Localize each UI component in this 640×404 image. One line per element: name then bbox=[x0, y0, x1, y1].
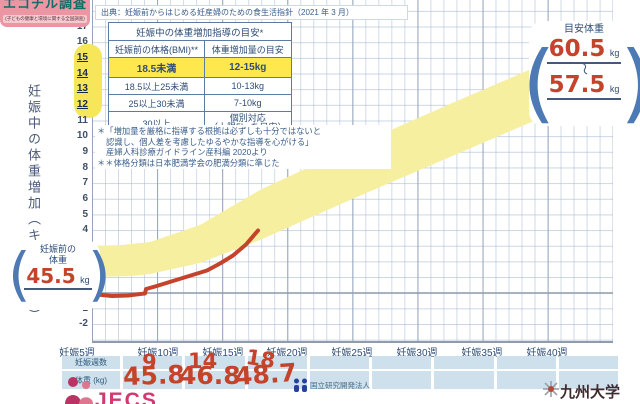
x-tick-week30: 妊娠30週 bbox=[396, 348, 438, 359]
table-title-row: 妊娠中の体重増加指導の目安* bbox=[108, 22, 292, 41]
handwritten-weight-2: 46.8 bbox=[179, 361, 241, 390]
record-row-weeks: 妊娠週数 bbox=[62, 356, 618, 369]
record-row-weeks-label: 妊娠週数 bbox=[62, 356, 120, 369]
weight-cell[interactable] bbox=[185, 371, 245, 389]
weight-cell[interactable] bbox=[123, 371, 183, 389]
x-tick-week25: 妊娠25週 bbox=[331, 348, 373, 359]
y-tick-8: 8 bbox=[82, 162, 88, 173]
pre-weight-label-line2: 体重 bbox=[48, 255, 67, 265]
week-cell[interactable] bbox=[434, 356, 494, 369]
x-tick-week35: 妊娠35週 bbox=[461, 348, 503, 359]
y-tick-6: 6 bbox=[82, 193, 88, 204]
week-cell[interactable] bbox=[496, 356, 556, 369]
close-paren-decoration: ) bbox=[88, 240, 111, 308]
y-tick-15: 15 bbox=[76, 52, 88, 63]
gain-cell: 7-10kg bbox=[204, 94, 292, 112]
target-weight-upper-handwritten: 60.5 bbox=[548, 36, 606, 62]
y-axis-highlight-12-15 bbox=[74, 44, 102, 118]
y-tick-11: 11 bbox=[77, 115, 88, 126]
table-footnotes: ＊「増加量を厳格に指導する根拠は必ずしも十分ではないと 認識し、個人差を考慮した… bbox=[95, 125, 391, 169]
pre-weight-unit: kg bbox=[80, 275, 90, 285]
week-cell[interactable] bbox=[247, 356, 307, 369]
week-cell[interactable] bbox=[372, 356, 432, 369]
institute-logo-icon bbox=[294, 378, 307, 392]
jecs-logo-text: JECS bbox=[95, 389, 158, 404]
gain-cell: 10-13kg bbox=[204, 77, 292, 95]
x-tick-week5: 妊娠5週 bbox=[59, 348, 95, 359]
kyushu-university-logo-icon bbox=[543, 381, 559, 397]
source-note: 出典：妊娠前からはじめる妊産婦のための食生活指針（2021 年 3 月） bbox=[95, 5, 408, 20]
footnote-line: ＊＊体格分類は日本肥満学会の肥満分類に準じた bbox=[97, 157, 280, 168]
footnote-line: 認識し、個人差を考慮したゆるやかな指導を心がける」 bbox=[106, 136, 314, 147]
close-paren-decoration: ) bbox=[620, 33, 640, 133]
open-paren-decoration: ( bbox=[8, 240, 31, 308]
weight-cell[interactable] bbox=[372, 371, 432, 389]
y-tick-13: 13 bbox=[76, 83, 88, 94]
y-tick-5: 5 bbox=[82, 209, 88, 220]
gain-cell: 12-15kg bbox=[204, 57, 292, 78]
institute-label: 国立研究開発法人 bbox=[310, 381, 370, 390]
y-tick-16: 16 bbox=[76, 36, 88, 47]
bmi-cell: 18.5以上25未満 bbox=[108, 77, 205, 95]
week-cell[interactable] bbox=[123, 356, 183, 369]
target-weight-unit: kg bbox=[609, 84, 620, 94]
x-tick-week40: 妊娠40週 bbox=[526, 348, 568, 359]
handwritten-week-2: 14 bbox=[188, 349, 218, 373]
col-header-gain: 体重増加量の目安 bbox=[204, 40, 292, 58]
target-weight-lower-handwritten: 57.5 bbox=[548, 72, 606, 98]
week-cell[interactable] bbox=[309, 356, 369, 369]
weight-cell[interactable] bbox=[247, 371, 307, 389]
gain-line1: 個別対応 bbox=[229, 113, 266, 123]
week-cell[interactable] bbox=[185, 356, 245, 369]
target-weight-label: 目安体重 bbox=[564, 24, 604, 35]
week-cell[interactable] bbox=[558, 356, 618, 369]
y-tick-7: 7 bbox=[82, 177, 88, 188]
x-tick-week10: 妊娠10週 bbox=[137, 348, 179, 359]
bmi-cell: 25以上30未満 bbox=[108, 94, 205, 112]
table-header-row: 妊娠前の体格(BMI)** 体重増加量の目安 bbox=[108, 40, 292, 58]
weight-gain-guidance-table: 妊娠中の体重増加指導の目安* 妊娠前の体格(BMI)** 体重増加量の目安 18… bbox=[108, 22, 292, 135]
y-tick-9: 9 bbox=[82, 146, 88, 157]
open-paren-decoration: ( bbox=[522, 33, 556, 133]
badge-subtitle: (子どもの健康と環境に関する全国調査) bbox=[3, 15, 87, 23]
pre-weight-value-handwritten: 45.5 bbox=[26, 264, 76, 288]
handwritten-weight-3: 48.7 bbox=[234, 357, 298, 392]
pre-weight-label-line1: 妊娠前の bbox=[39, 244, 76, 254]
target-weight-unit: kg bbox=[609, 48, 620, 58]
footnote-line: 産婦人科診療ガイドライン産科編 2020より bbox=[106, 147, 268, 157]
table-title: 妊娠中の体重増加指導の目安* bbox=[108, 22, 292, 41]
target-weight-bubble: 目安体重 60.5 kg 〜 57.5 kg bbox=[529, 21, 639, 126]
y-tick-10: 10 bbox=[76, 130, 88, 141]
badge-title: エコチル調査 bbox=[2, 0, 87, 11]
table-row-18-5-to-25: 18.5以上25未満 10-13kg bbox=[108, 77, 292, 95]
y-tick-12: 12 bbox=[76, 99, 88, 110]
footnote-line: ＊「増加量を厳格に指導する根拠は必ずしも十分ではないと bbox=[97, 126, 322, 136]
weight-cell[interactable] bbox=[558, 371, 618, 389]
weight-cell[interactable] bbox=[309, 371, 369, 389]
bmi-cell: 18.5未満 bbox=[108, 57, 205, 78]
y-tick-4: 4 bbox=[82, 224, 88, 235]
y-tick-14: 14 bbox=[76, 68, 88, 79]
pre-pregnancy-weight-bubble: 妊娠前の 体重 45.5 kg bbox=[16, 240, 100, 310]
kyushu-university-label: 九州大学 bbox=[560, 384, 621, 401]
table-row-25-to-30: 25以上30未満 7-10kg bbox=[108, 94, 292, 112]
x-tick-week15: 妊娠15週 bbox=[202, 348, 244, 359]
weight-gain-curve bbox=[92, 228, 260, 298]
weight-cell[interactable] bbox=[496, 371, 556, 389]
handwritten-weight-1: 45.8 bbox=[122, 359, 186, 392]
col-header-bmi: 妊娠前の体格(BMI)** bbox=[108, 40, 205, 58]
ecochil-study-badge: エコチル調査 (子どもの健康と環境に関する全国調査) bbox=[0, 0, 90, 27]
jecs-family-logo-icon bbox=[65, 377, 93, 404]
weight-cell[interactable] bbox=[434, 371, 494, 389]
y-tick-neg2: -2 bbox=[79, 318, 88, 329]
table-row-under18-5: 18.5未満 12-15kg bbox=[108, 57, 292, 78]
x-tick-week20: 妊娠20週 bbox=[266, 348, 308, 359]
